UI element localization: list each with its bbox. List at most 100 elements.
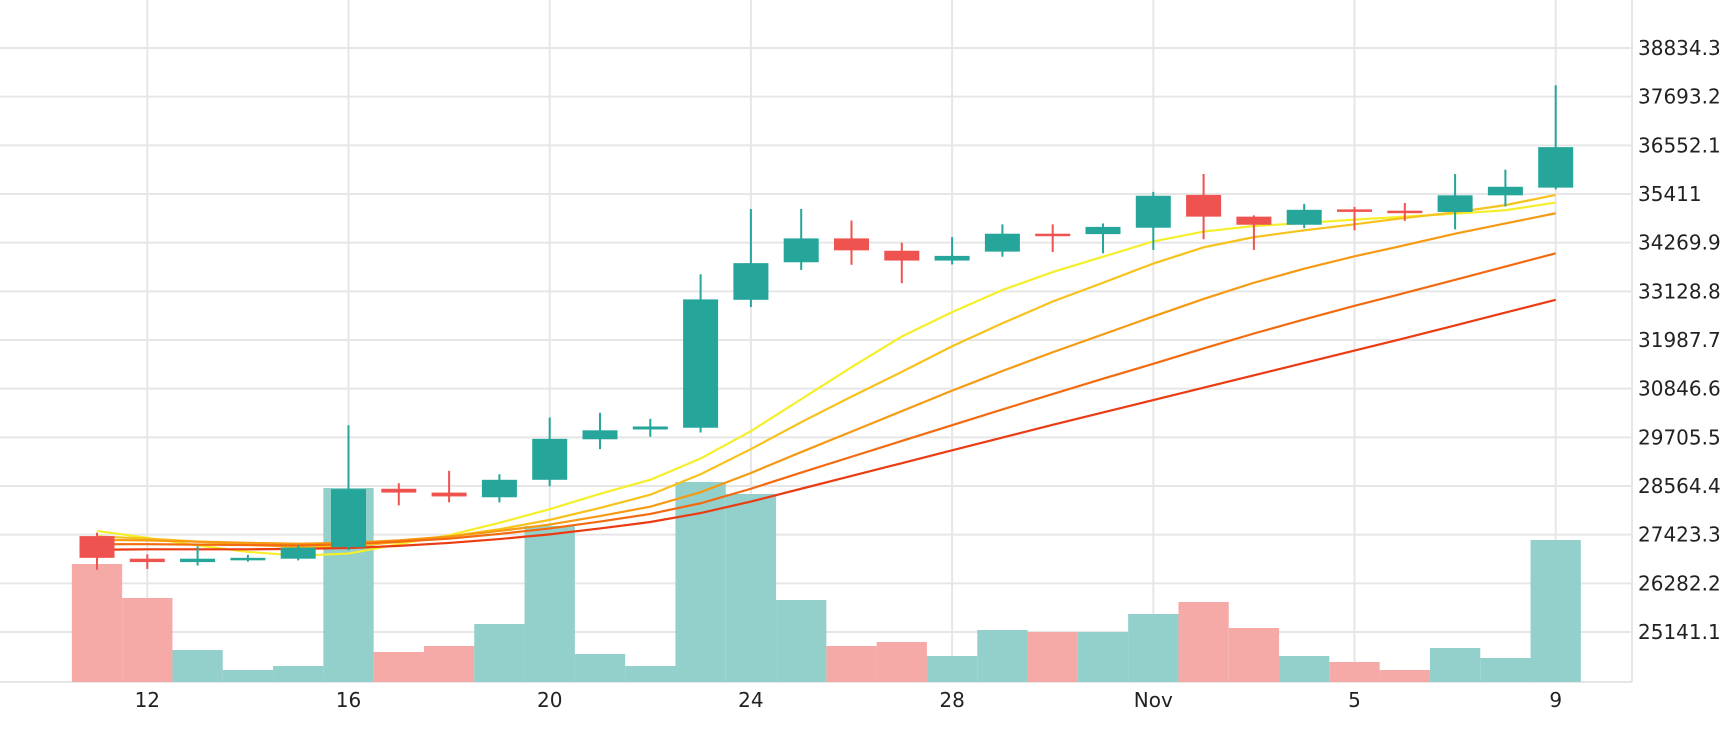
volume-bar — [1228, 628, 1280, 682]
volume-bar — [625, 666, 676, 682]
x-tick-label: 5 — [1348, 688, 1361, 712]
candle — [733, 208, 769, 308]
moving-average-line — [96, 201, 1556, 557]
candle — [129, 554, 165, 569]
volume-bar — [1429, 648, 1481, 682]
x-tick-label: 9 — [1549, 688, 1562, 712]
candle — [683, 274, 719, 433]
x-tick-label: 28 — [939, 688, 964, 712]
x-tick-label: 12 — [135, 688, 160, 712]
candle-body — [632, 426, 668, 430]
y-axis: 38834.3 37693.2 36552.1 35411 34269.9 33128.8… — [1638, 36, 1721, 644]
candle — [1135, 191, 1171, 250]
candle-body — [1437, 195, 1473, 212]
candle-body — [834, 238, 869, 251]
x-tick-label: Nov — [1134, 688, 1173, 712]
candle — [481, 474, 517, 503]
candle — [79, 532, 115, 570]
volume-bar — [977, 630, 1028, 682]
volume-bars — [71, 482, 1581, 682]
y-tick-label: 38834.3 — [1638, 36, 1721, 60]
candle-body — [683, 299, 719, 428]
candle-body — [884, 250, 920, 261]
candle — [984, 224, 1020, 257]
candle-body — [582, 430, 618, 440]
candle — [431, 470, 467, 503]
candle-body — [1286, 209, 1322, 225]
candle-body — [431, 492, 467, 497]
candle-body — [934, 255, 970, 261]
candle-body — [1236, 216, 1272, 225]
candle — [381, 483, 417, 506]
volume-bar — [776, 600, 827, 682]
candle — [632, 418, 668, 437]
candle — [1236, 215, 1272, 250]
candle — [532, 417, 568, 487]
y-tick-label: 35411 — [1638, 182, 1702, 206]
candle-body — [230, 557, 266, 561]
candle-body — [783, 238, 819, 263]
candle — [331, 425, 366, 551]
candle — [1337, 206, 1372, 231]
volume-bar — [876, 642, 927, 682]
y-tick-label: 25141.1 — [1638, 620, 1721, 644]
candle-body — [1035, 233, 1071, 237]
candle-body — [1387, 210, 1423, 214]
candle — [1085, 223, 1121, 254]
x-tick-label: 16 — [336, 688, 361, 712]
volume-bar — [71, 564, 123, 682]
volume-bar — [1329, 662, 1380, 682]
volume-bar — [1077, 632, 1129, 682]
moving-average-line — [96, 298, 1556, 551]
y-tick-label: 29705.5 — [1638, 425, 1721, 449]
candle — [1035, 224, 1071, 253]
candle-body — [1135, 195, 1171, 228]
volume-bar — [826, 646, 877, 682]
candle-body — [1538, 147, 1574, 188]
candle-body — [180, 558, 216, 563]
candle-body — [1337, 209, 1372, 212]
volume-bar — [1530, 540, 1581, 682]
candle — [280, 545, 316, 561]
volume-bar — [1279, 656, 1330, 682]
candle — [1487, 169, 1523, 207]
volume-bar — [1027, 632, 1078, 682]
volume-bar — [222, 670, 274, 682]
y-tick-label: 36552.1 — [1638, 133, 1721, 157]
volume-bar — [172, 650, 223, 682]
candle — [1387, 202, 1423, 221]
candle-body — [331, 489, 366, 548]
candle-body — [1085, 226, 1121, 235]
x-tick-label: 20 — [537, 688, 562, 712]
candle-body — [532, 438, 568, 480]
candle — [180, 546, 216, 566]
volume-bar — [725, 494, 777, 682]
volume-bar — [474, 624, 525, 682]
candle — [582, 412, 618, 450]
candle-body — [984, 233, 1020, 252]
candle — [230, 554, 266, 562]
candle-body — [381, 488, 417, 493]
candle-body — [733, 263, 769, 300]
candle — [1538, 85, 1574, 190]
y-tick-label: 33128.8 — [1638, 279, 1721, 303]
y-tick-label: 28564.4 — [1638, 474, 1721, 498]
volume-bar — [1178, 602, 1229, 682]
volume-bar — [373, 652, 424, 682]
moving-average-line — [96, 193, 1556, 549]
volume-bar — [524, 526, 575, 682]
y-tick-label: 26282.2 — [1638, 571, 1721, 595]
candle — [1286, 203, 1322, 229]
volume-bar — [1480, 658, 1531, 682]
y-tick-label: 30846.6 — [1638, 377, 1721, 401]
candle — [884, 242, 920, 284]
candle-body — [79, 536, 115, 558]
grid-lines — [0, 0, 1633, 683]
candle — [1437, 173, 1473, 230]
moving-average-line — [96, 212, 1556, 545]
candle-body — [1487, 186, 1523, 196]
y-tick-label: 31987.7 — [1638, 328, 1721, 352]
volume-bar — [1379, 670, 1430, 682]
